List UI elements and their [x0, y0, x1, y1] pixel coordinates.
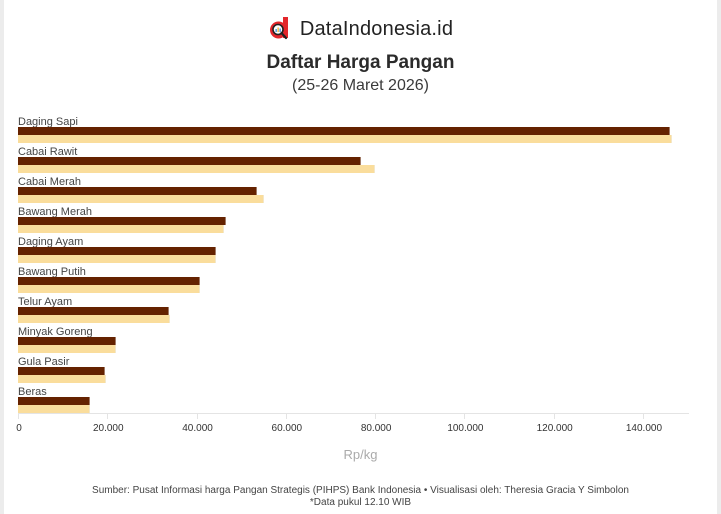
- x-tick-mark: [196, 413, 198, 419]
- bar-row: Minyak Goreng: [18, 326, 698, 356]
- bar-current[interactable]: [18, 337, 116, 345]
- category-label: Minyak Goreng: [18, 326, 93, 338]
- bar-current[interactable]: [18, 307, 168, 315]
- x-tick-label: 140.000: [625, 423, 663, 434]
- x-tick-mark: [107, 413, 109, 419]
- bar-previous[interactable]: [18, 315, 170, 323]
- plot-area: Daging Sapi Cabai Rawit Cabai Merah Bawang …: [4, 0, 717, 514]
- brand-header: DataIndonesia.id: [4, 17, 717, 41]
- x-axis-line: [18, 413, 689, 414]
- bar-row: Daging Ayam: [18, 236, 698, 266]
- category-label: Daging Ayam: [18, 236, 84, 248]
- bar-previous[interactable]: [18, 405, 89, 413]
- bar-previous[interactable]: [18, 195, 264, 203]
- x-tick-label: 20.000: [92, 423, 124, 434]
- time-note: *Data pukul 12.10 WIB: [309, 497, 412, 508]
- x-tick-mark: [285, 413, 287, 419]
- x-tick-mark: [375, 413, 377, 419]
- bar-current[interactable]: [18, 217, 225, 225]
- x-tick-label: 0: [16, 423, 22, 434]
- bar-current[interactable]: [18, 277, 199, 285]
- x-tick-label: 80.000: [360, 423, 392, 434]
- bar-row: Bawang Merah: [18, 206, 698, 236]
- x-tick-label: 60.000: [271, 423, 303, 434]
- category-label: Telur Ayam: [18, 296, 73, 308]
- bar-previous[interactable]: [18, 285, 199, 293]
- bar-current[interactable]: [18, 187, 256, 195]
- brand-name: DataIndonesia.id: [299, 17, 454, 40]
- category-label: Beras: [18, 386, 47, 398]
- chart-subtitle: (25-26 Maret 2026): [292, 77, 429, 94]
- bar-previous[interactable]: [18, 375, 106, 383]
- bar-current[interactable]: [18, 127, 670, 135]
- x-tick-label: 40.000: [182, 423, 213, 434]
- bar-previous[interactable]: [18, 135, 672, 143]
- bar-previous[interactable]: [18, 165, 374, 173]
- bar-current[interactable]: [18, 157, 360, 165]
- bar-previous[interactable]: [18, 255, 215, 263]
- category-label: Bawang Merah: [18, 206, 92, 218]
- category-label: Bawang Putih: [18, 266, 86, 278]
- chart-frame: DataIndonesia.id Daftar Harga Pangan (25…: [4, 0, 717, 514]
- chart-title: Daftar Harga Pangan: [266, 52, 455, 73]
- chart-footer: Sumber: Pusat Informasi harga Pangan Str…: [4, 485, 717, 509]
- x-tick-label: 100.000: [447, 423, 484, 434]
- x-tick-mark: [642, 413, 644, 419]
- bar-previous[interactable]: [18, 345, 116, 353]
- bar-current[interactable]: [18, 397, 89, 405]
- category-label: Cabai Rawit: [18, 146, 78, 158]
- bar-row: Telur Ayam: [18, 296, 698, 326]
- x-tick-mark: [553, 413, 555, 419]
- bar-row: Bawang Putih: [18, 266, 698, 296]
- source-note: Sumber: Pusat Informasi harga Pangan Str…: [92, 485, 629, 496]
- category-label: Cabai Merah: [18, 176, 81, 188]
- category-label: Daging Sapi: [18, 116, 78, 128]
- bar-current[interactable]: [18, 367, 104, 375]
- bar-row: Gula Pasir: [18, 356, 698, 386]
- bar-current[interactable]: [18, 247, 215, 255]
- x-axis-label: Rp/kg: [343, 447, 378, 462]
- bar-previous[interactable]: [18, 225, 223, 233]
- bar-row: Cabai Merah: [18, 176, 698, 206]
- dataindonesia-logo-icon: [268, 17, 292, 41]
- x-tick-mark: [18, 413, 19, 419]
- x-tick-mark: [464, 413, 466, 419]
- x-tick-label: 120.000: [536, 423, 573, 434]
- bar-row: Beras: [18, 386, 698, 416]
- category-label: Gula Pasir: [18, 356, 70, 368]
- bar-row: Daging Sapi: [18, 116, 698, 146]
- bar-row: Cabai Rawit: [18, 146, 698, 176]
